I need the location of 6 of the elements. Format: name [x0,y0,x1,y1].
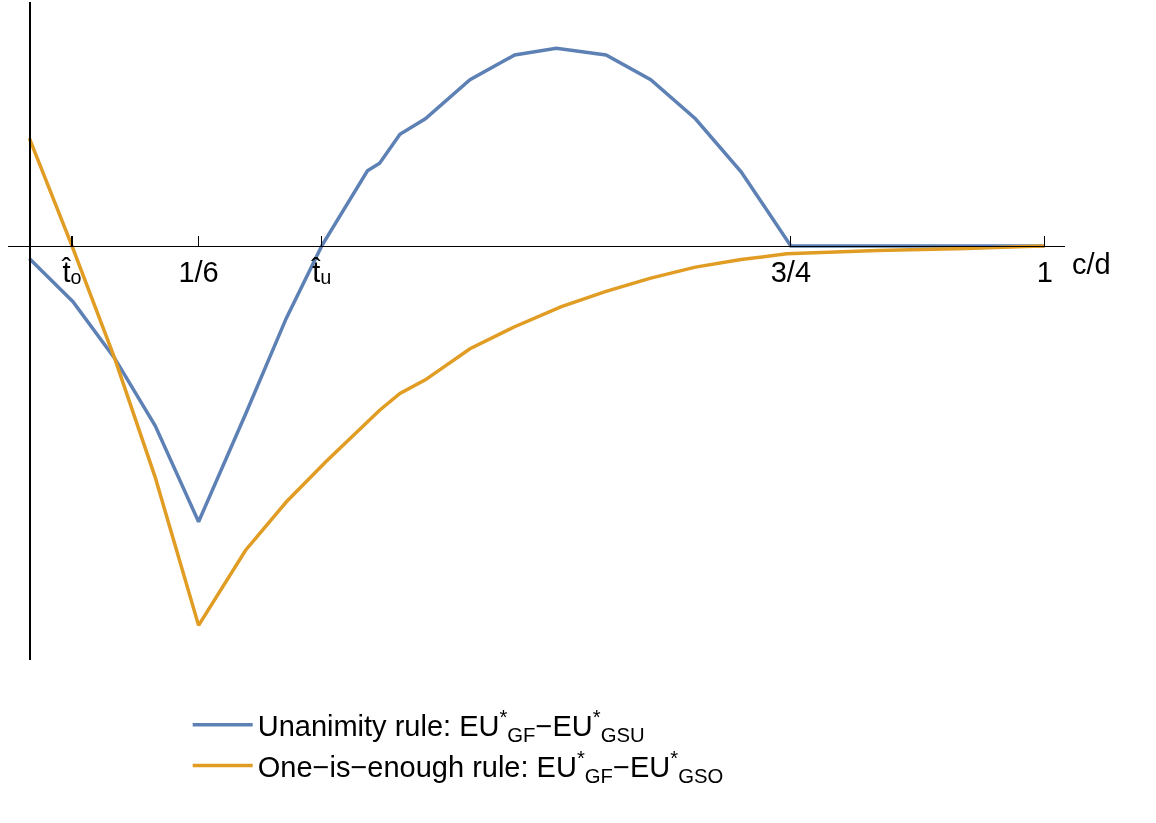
x-tick-label: 1 [1036,256,1053,289]
x-tick-label: 1/6 [178,256,219,289]
x-tick-label: 3/4 [770,256,812,289]
x-tick-label: t̂ᵤ [310,256,332,289]
x-axis-title: c/d [1072,248,1111,280]
x-tick-label: t̂ₒ [61,256,82,289]
